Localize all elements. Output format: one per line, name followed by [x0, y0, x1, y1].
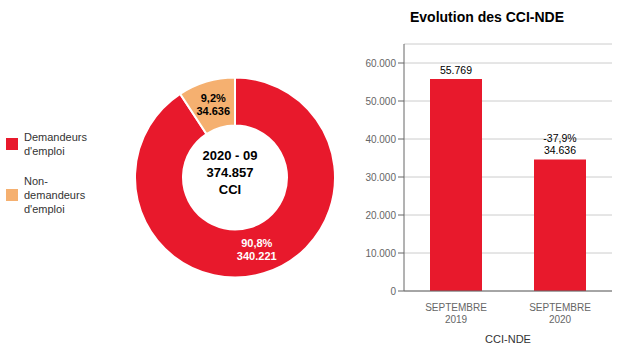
svg-text:10.000: 10.000: [365, 248, 396, 259]
html-text:2020 - 09: 2020 - 09: [202, 147, 258, 163]
svg-text:CCI-NDE: CCI-NDE: [485, 333, 531, 345]
svg-text:40.000: 40.000: [365, 134, 396, 145]
svg-text:-37,9%34.636: -37,9%34.636: [543, 132, 576, 156]
svg-text:9,2%34.636: 9,2%34.636: [196, 92, 230, 117]
svg-text:55.769: 55.769: [440, 64, 472, 76]
html-text:Demandeurs d'emploi: Demandeurs d'emploi: [24, 130, 87, 157]
svg-text:20.000: 20.000: [365, 210, 396, 221]
svg-text:50.000: 50.000: [365, 96, 396, 107]
svg-text:SEPTEMBRE2019: SEPTEMBRE2019: [425, 302, 487, 325]
svg-text:90,8%340.221: 90,8%340.221: [237, 237, 277, 262]
html-text:Non- demandeurs d'emploi: Non- demandeurs d'emploi: [24, 174, 86, 215]
html-text:Evolution des CCI-NDE: Evolution des CCI-NDE: [410, 9, 564, 25]
svg-text:60.000: 60.000: [365, 58, 396, 69]
html-text:CCI: CCI: [218, 181, 242, 197]
html-text:374.857: 374.857: [206, 164, 254, 180]
svg-text:SEPTEMBRE2020: SEPTEMBRE2020: [529, 302, 591, 325]
svg-text:0: 0: [390, 286, 396, 297]
svg-text:30.000: 30.000: [365, 172, 396, 183]
